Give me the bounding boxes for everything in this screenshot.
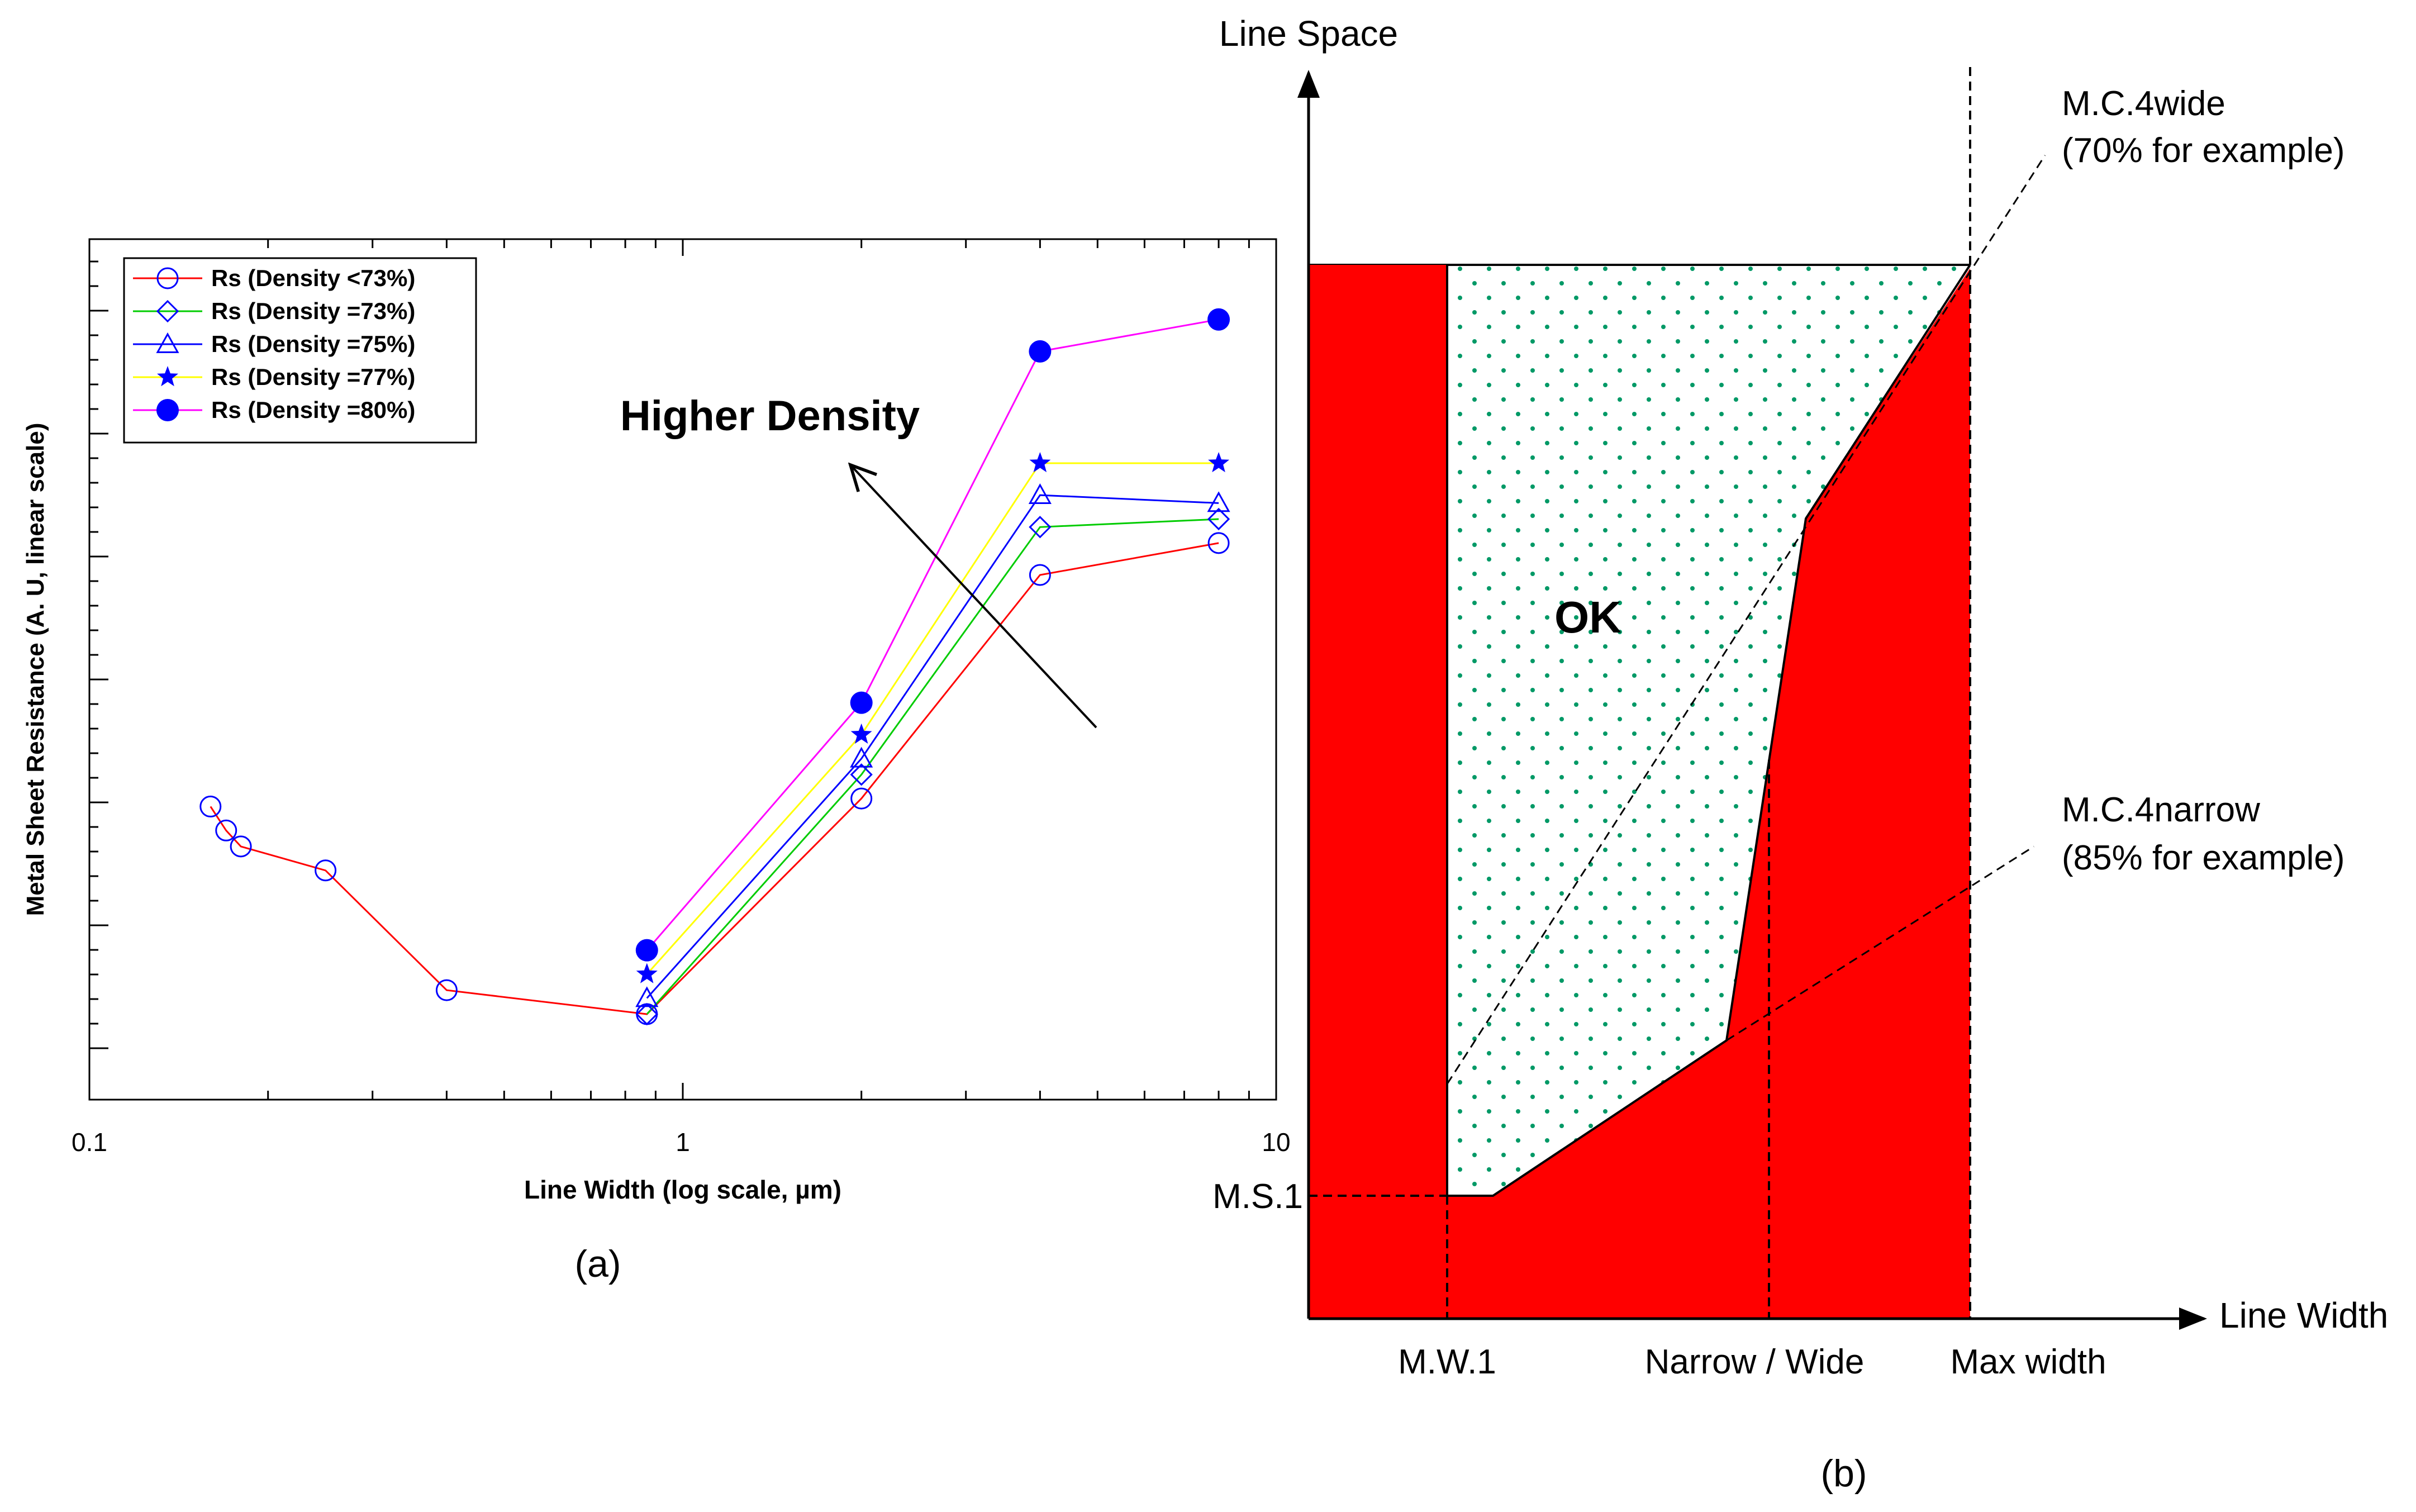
data-point [157, 366, 178, 387]
mc4wide-label: M.C.4wide [2062, 84, 2225, 123]
data-point [230, 835, 252, 858]
series-markers [199, 308, 1230, 1026]
mc4wide-reference-line [1446, 155, 2046, 1085]
data-point [156, 299, 179, 323]
mc4narrow-note: (85% for example) [2062, 839, 2345, 877]
legend: Rs (Density <73%) Rs (Density =73%) Rs (… [123, 257, 477, 444]
legend-entry-label: Rs (Density <73%) [211, 265, 415, 291]
min-width-forbidden-region [1309, 265, 1447, 1319]
y-tick-label-ms1: M.S.1 [1212, 1177, 1303, 1216]
mc4narrow-reference-line [1726, 845, 2034, 1042]
space-rule-forbidden-region [1447, 268, 1970, 1319]
series-line [210, 542, 1219, 1015]
y-axis-ticks [89, 260, 108, 1049]
x-tick-label-narrow-wide: Narrow / Wide [1645, 1343, 1865, 1381]
data-point [635, 986, 659, 1007]
data-point [1029, 564, 1051, 586]
x-axis-label: Line Width (log scale, µm) [524, 1175, 841, 1204]
x-tick-label: 10 [1262, 1128, 1290, 1157]
data-point [1028, 483, 1052, 505]
data-point [1207, 308, 1230, 331]
data-point [850, 747, 873, 768]
x-tick-label: 0.1 [72, 1128, 107, 1157]
panel-a-chart: 0.1 1 10 Line Width (log scale, µm) Meta… [22, 238, 1291, 1285]
higher-density-arrow [850, 465, 1097, 729]
series-line [646, 494, 1219, 999]
series-lines [210, 318, 1219, 1015]
data-point [315, 859, 337, 882]
data-point [1029, 516, 1052, 539]
y-axis-label: Metal Sheet Resistance (A. U, linear sca… [22, 423, 49, 916]
mc4narrow-label: M.C.4narrow [2062, 791, 2260, 829]
data-point [850, 787, 873, 810]
data-point [635, 1002, 658, 1026]
data-point [636, 1003, 658, 1025]
panel-label-b: (b) [1820, 1452, 1867, 1495]
legend-box [123, 257, 477, 444]
ok-region [1447, 265, 1970, 1196]
data-point [156, 332, 179, 353]
series-line [646, 518, 1219, 1015]
data-point [636, 963, 658, 983]
data-point [1208, 452, 1230, 473]
y-axis-label: Line Space [1219, 13, 1398, 54]
x-axis-ticks [88, 239, 1250, 1100]
x-tick-label-max-width: Max width [1950, 1343, 2106, 1381]
legend-entry-label: Rs (Density =80%) [211, 397, 415, 423]
data-point [156, 267, 179, 289]
data-point [156, 399, 179, 421]
annotation-higher-density: Higher Density [620, 392, 920, 440]
data-point [850, 723, 872, 744]
data-point [1029, 452, 1051, 473]
legend-entry-label: Rs (Density =77%) [211, 364, 415, 390]
data-point [215, 819, 237, 841]
data-point [1029, 340, 1052, 363]
ok-region-label: OK [1554, 592, 1621, 642]
mc4wide-note: (70% for example) [2062, 131, 2345, 170]
series-line [646, 462, 1219, 975]
x-tick-label: 1 [676, 1128, 690, 1157]
x-axis-label: Line Width [2219, 1295, 2388, 1335]
panel-label-a: (a) [574, 1243, 621, 1285]
data-point [199, 795, 222, 817]
x-tick-label-mw1: M.W.1 [1398, 1343, 1496, 1381]
data-point [435, 979, 458, 1001]
data-point [850, 763, 873, 786]
data-point [1207, 507, 1230, 531]
series-line [646, 318, 1219, 951]
legend-entry-label: Rs (Density =73%) [211, 298, 415, 324]
data-point [635, 939, 658, 962]
data-point [850, 691, 873, 714]
data-point [1207, 491, 1230, 512]
legend-entry-label: Rs (Density =75%) [211, 331, 415, 357]
data-point [1207, 532, 1230, 554]
panel-b-diagram: Line Space Line Width M.W.1 Narrow / Wid… [1212, 13, 2388, 1495]
